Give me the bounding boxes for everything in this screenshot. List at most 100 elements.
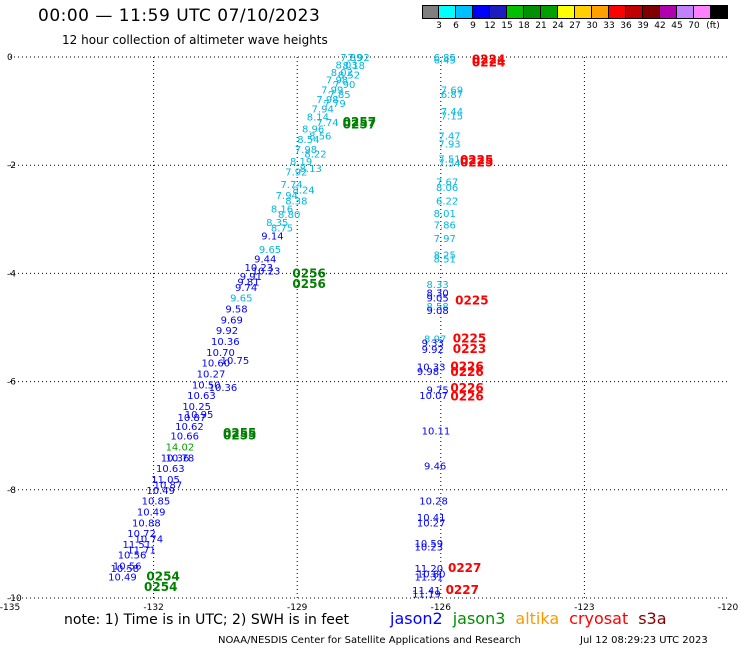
- pass-time-label: 0255: [223, 426, 256, 440]
- x-tick-label: -123: [574, 603, 594, 613]
- wave-height-label: 7.92: [285, 168, 307, 179]
- wave-height-label: 10.11: [422, 426, 451, 437]
- scale-color-swatch: [711, 5, 728, 19]
- wave-height-label: 10.80: [417, 570, 446, 581]
- wave-height-label: 8.97: [424, 334, 446, 345]
- wave-height-label: 7.74: [280, 180, 302, 191]
- x-tick-label: -129: [287, 603, 308, 613]
- wave-height-label: 10.87: [178, 413, 207, 424]
- scale-label: 39: [637, 21, 649, 31]
- scale-label: (ft): [706, 21, 720, 31]
- pass-time-label: 0227: [446, 583, 479, 597]
- wave-height-label: 9.98: [417, 367, 439, 378]
- wave-height-label: 10.27: [417, 518, 446, 529]
- wave-height-label: 9.14: [261, 232, 283, 243]
- wave-height-label: 7.98: [326, 76, 348, 87]
- scale-color-swatch: [439, 5, 456, 19]
- legend-item-cryosat: cryosat: [569, 609, 629, 628]
- wave-height-label: 10.87: [154, 480, 183, 491]
- wave-height-label: 9.46: [424, 461, 446, 472]
- wave-height-label: 9.05: [426, 294, 448, 305]
- plot-marks: 7.898.038.027.987.997.987.948.148.968.54…: [108, 53, 505, 601]
- legend-item-jason2: jason2: [390, 609, 443, 628]
- scale-label: 45: [671, 21, 683, 31]
- units-note: note: 1) Time is in UTC; 2) SWH is in fe…: [64, 612, 350, 628]
- wave-height-label: 7.98: [316, 95, 338, 106]
- scale-color-swatch: [609, 5, 626, 19]
- wave-height-label: 7.79: [324, 99, 346, 110]
- scale-label: 70: [688, 21, 700, 31]
- plot-axes: -135 -132 -129 -126 -123 -120 0 -2 -4 -6 -8 -10: [0, 53, 738, 613]
- wave-height-label: 7.93: [438, 140, 460, 151]
- footer-credit: NOAA/NESDIS Center for Satellite Applica…: [218, 635, 521, 646]
- wave-height-label: 6.85: [434, 53, 456, 64]
- wave-height-label: 8.75: [271, 223, 293, 234]
- wave-height-label: 14.02: [166, 443, 195, 454]
- wave-height-label: 8.06: [436, 183, 458, 194]
- pass-time-label: 0224: [472, 53, 505, 67]
- wave-height-label: 10.36: [211, 337, 240, 348]
- wave-height-label: 9.69: [221, 315, 243, 326]
- wave-height-label: 10.63: [187, 391, 216, 402]
- wave-height-label: 10.27: [197, 369, 226, 380]
- wave-height-label: 6.22: [436, 196, 458, 207]
- scale-color-swatch: [507, 5, 524, 19]
- wave-height-label: 10.33: [417, 362, 446, 373]
- wave-height-label: 10.25: [182, 402, 211, 413]
- legend-item-s3a: s3a: [638, 609, 667, 628]
- y-tick-label: -8: [7, 486, 16, 496]
- wave-height-label: 8.33: [426, 280, 448, 291]
- wave-height-label: 10.49: [108, 572, 137, 583]
- scale-color-swatch: [456, 5, 473, 19]
- pass-time-label: 0255: [223, 429, 256, 443]
- wave-height-label: 7.98: [295, 145, 317, 156]
- scale-color-swatch: [592, 5, 609, 19]
- wave-height-label: 7.97: [434, 234, 456, 245]
- wave-height-label: 9.91: [240, 272, 262, 283]
- wave-height-label: 7.94: [276, 191, 298, 202]
- footer-timestamp: Jul 12 08:29:23 UTC 2023: [580, 635, 708, 646]
- wave-height-label: 8.80: [278, 210, 300, 221]
- scale-color-swatch: [677, 5, 694, 19]
- wave-height-label: 8.02: [331, 68, 353, 79]
- wave-height-label: 10.75: [221, 356, 250, 367]
- wave-height-label: 9.65: [230, 294, 252, 305]
- pass-time-label: 0226: [450, 365, 483, 379]
- wave-height-label: 10.36: [161, 453, 190, 464]
- y-tick-label: -2: [7, 161, 16, 171]
- legend-item-jason3: jason3: [452, 609, 506, 628]
- wave-height-label: 8.54: [297, 135, 319, 146]
- wave-height-label: 8.13: [300, 164, 322, 175]
- wave-height-label: 11.05: [151, 475, 180, 486]
- wave-height-label: 8.52: [338, 70, 360, 81]
- scale-color-swatch: [524, 5, 541, 19]
- pass-time-label: 0257: [343, 115, 376, 129]
- x-tick-label: -132: [143, 603, 163, 613]
- pass-time-label: 0256: [292, 277, 325, 291]
- scale-label: 6: [453, 21, 459, 31]
- legend-item-altika: altika: [515, 609, 560, 628]
- y-tick-label: -6: [7, 378, 16, 388]
- wave-height-label: 7.67: [436, 177, 458, 188]
- color-scale-bar: [422, 5, 728, 19]
- wave-height-label: 9.08: [426, 306, 448, 317]
- wave-height-label: 7.94: [312, 104, 334, 115]
- scale-color-swatch: [660, 5, 677, 19]
- pass-time-label: 0254: [146, 569, 179, 583]
- pass-time-label: 0225: [460, 155, 493, 169]
- wave-height-label: 8.19: [290, 157, 312, 168]
- wave-height-label: 8.24: [292, 186, 314, 197]
- wave-height-label: 7.51: [438, 155, 460, 166]
- wave-height-label: 10.70: [206, 348, 235, 359]
- wave-height-label: 10.49: [146, 486, 175, 497]
- wave-height-label: 8.14: [307, 113, 329, 124]
- scale-color-swatch: [473, 5, 490, 19]
- wave-height-label: 6.45: [434, 56, 456, 67]
- pass-time-label: 0226: [450, 390, 483, 404]
- scale-label: 21: [535, 21, 547, 31]
- wave-height-label: 7.86: [434, 221, 456, 232]
- wave-height-label: 10.36: [209, 383, 238, 394]
- chart-title: 00:00 — 11:59 UTC 07/10/2023: [38, 6, 321, 26]
- wave-height-label: 10.74: [134, 534, 163, 545]
- wave-height-label: 10.59: [414, 539, 443, 550]
